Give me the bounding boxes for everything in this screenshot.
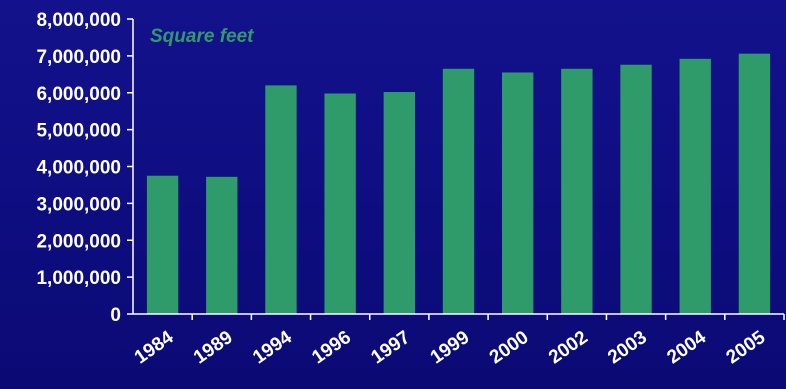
y-tick-label: 8,000,000 (36, 10, 121, 31)
x-tick-label: 2000 (486, 327, 533, 368)
bar-1994 (265, 85, 297, 314)
x-tick-label: 1997 (368, 327, 415, 368)
bar-2002 (561, 68, 593, 314)
bar-2003 (620, 64, 652, 314)
bars-layer (146, 53, 771, 315)
y-tick-label: 4,000,000 (36, 158, 121, 179)
bar-2004 (679, 58, 711, 315)
y-tick-label: 6,000,000 (36, 84, 121, 105)
x-tick-label: 1999 (427, 327, 474, 368)
y-tick-label: 2,000,000 (36, 231, 121, 252)
x-tick-label: 1994 (249, 327, 296, 369)
y-tick-label: 7,000,000 (36, 47, 121, 68)
bar-1997 (383, 92, 416, 314)
bar-1984 (146, 175, 179, 314)
x-tick-label: 2004 (663, 327, 710, 369)
y-tick-label: 5,000,000 (36, 121, 121, 142)
x-tick-label: 1984 (131, 327, 178, 369)
x-tick-label: 1989 (190, 327, 237, 368)
bar-1999 (442, 68, 475, 314)
unit-label: Square feet (150, 26, 254, 47)
y-tick-label: 0 (110, 305, 121, 326)
y-tick-label: 3,000,000 (36, 194, 121, 215)
bar-1996 (324, 93, 356, 314)
y-tick-label: 1,000,000 (36, 268, 121, 289)
bar-2000 (501, 72, 534, 314)
x-tick-label: 2003 (604, 327, 651, 368)
bar-1989 (206, 176, 238, 314)
x-axis-ticks: 1984 1989 1994 1996 1997 1999 2000 2002 2003 2004… (131, 314, 785, 369)
x-tick-label: 1996 (308, 327, 355, 368)
x-tick-label: 2005 (723, 327, 770, 369)
x-tick-label: 2002 (545, 327, 592, 368)
bar-2005 (738, 53, 771, 314)
y-axis-ticks: 0 1,000,000 2,000,000 3,000,000 4,000,000 5,0… (36, 10, 133, 326)
